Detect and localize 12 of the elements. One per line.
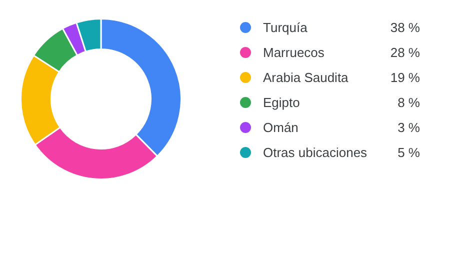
legend-label: Otras ubicaciones xyxy=(263,145,368,160)
data-label: 38 % xyxy=(390,20,420,35)
data-label: 19 % xyxy=(390,70,420,85)
data-label: 3 % xyxy=(398,120,420,135)
legend-label: Egipto xyxy=(263,95,301,110)
data-label: 8 % xyxy=(398,95,420,110)
data-label: 28 % xyxy=(390,45,420,60)
data-label: 5 % xyxy=(398,145,420,160)
legend-label: Marruecos xyxy=(263,45,326,60)
legend-label: Omán xyxy=(263,120,300,135)
legend-label: Arabia Saudita xyxy=(263,70,350,85)
legend-label: Turquía xyxy=(263,20,308,35)
